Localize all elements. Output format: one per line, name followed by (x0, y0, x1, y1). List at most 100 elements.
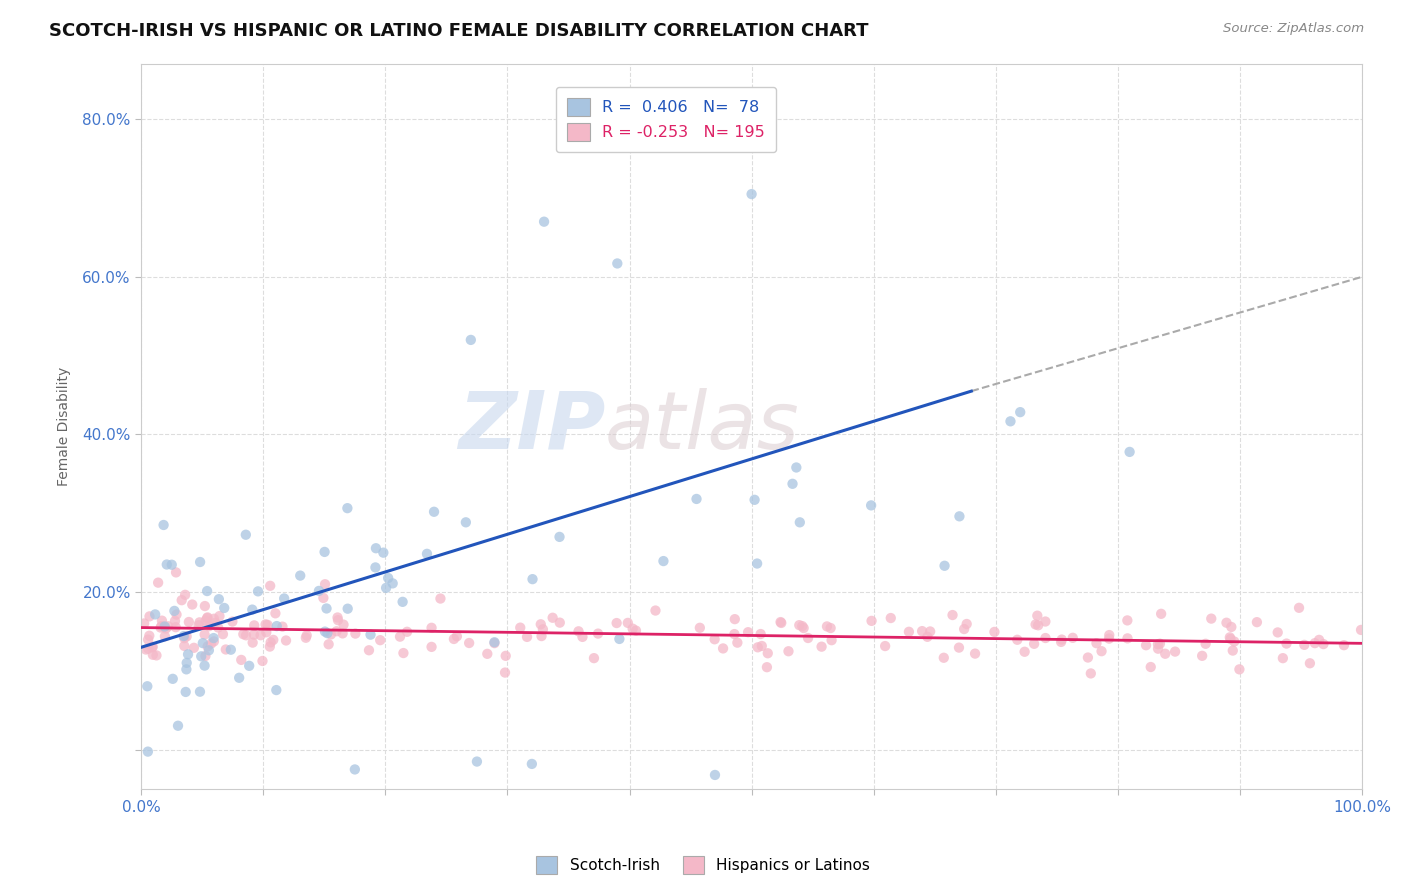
Point (360, 628, 382, 642)
Point (262, 632, 284, 647)
Point (254, 625, 277, 640)
Point (531, 622, 554, 636)
Point (173, 631, 195, 645)
Point (238, 658, 260, 673)
Point (170, 593, 193, 607)
Point (484, 635, 506, 649)
Point (191, 636, 214, 650)
Point (1219, 631, 1241, 645)
Point (188, 615, 211, 630)
Point (181, 598, 204, 612)
Point (1149, 637, 1171, 651)
Point (266, 683, 288, 698)
Point (1135, 638, 1157, 652)
Point (364, 560, 387, 574)
Point (606, 256, 628, 270)
Point (368, 633, 391, 648)
Point (198, 619, 221, 633)
Point (153, 619, 176, 633)
Point (1275, 636, 1298, 650)
Point (212, 601, 235, 615)
Point (155, 622, 177, 636)
Point (778, 644, 800, 658)
Point (1007, 632, 1029, 647)
Point (336, 501, 359, 516)
Point (274, 633, 297, 648)
Point (232, 627, 254, 641)
Point (820, 633, 842, 648)
Point (582, 651, 605, 665)
Point (202, 631, 225, 645)
Point (724, 612, 747, 626)
Point (215, 642, 238, 657)
Point (689, 621, 711, 635)
Point (319, 627, 342, 641)
Point (948, 509, 970, 524)
Point (373, 546, 395, 560)
Point (190, 649, 212, 664)
Point (326, 610, 349, 624)
Point (932, 650, 955, 665)
Point (704, 768, 727, 782)
Point (685, 491, 707, 506)
Point (785, 460, 807, 475)
Point (1299, 657, 1322, 671)
Text: atlas: atlas (605, 388, 800, 466)
Point (308, 583, 330, 598)
Point (273, 591, 295, 606)
Legend: R =  0.406   N=  78, R = -0.253   N= 195: R = 0.406 N= 78, R = -0.253 N= 195 (555, 87, 776, 153)
Point (315, 601, 337, 615)
Point (219, 642, 242, 657)
Point (176, 662, 198, 676)
Point (520, 756, 543, 771)
Point (1116, 614, 1139, 628)
Point (509, 621, 531, 635)
Point (150, 619, 173, 633)
Point (797, 631, 820, 645)
Point (792, 619, 814, 633)
Point (134, 616, 156, 631)
Point (176, 629, 198, 643)
Point (177, 648, 200, 662)
Point (567, 624, 589, 639)
Point (173, 639, 195, 653)
Point (1118, 445, 1140, 459)
Point (1219, 632, 1241, 646)
Point (165, 620, 187, 634)
Point (377, 571, 399, 585)
Point (1229, 662, 1251, 676)
Point (136, 632, 159, 647)
Point (1312, 637, 1334, 651)
Point (460, 333, 482, 347)
Point (176, 656, 198, 670)
Point (188, 555, 211, 569)
Text: SCOTCH-IRISH VS HISPANIC OR LATINO FEMALE DISABILITY CORRELATION CHART: SCOTCH-IRISH VS HISPANIC OR LATINO FEMAL… (49, 22, 869, 40)
Point (316, 626, 339, 640)
Point (530, 629, 553, 643)
Point (135, 642, 157, 657)
Point (548, 530, 571, 544)
Point (381, 576, 404, 591)
Point (897, 624, 920, 639)
Point (1098, 628, 1121, 642)
Point (166, 607, 188, 622)
Point (815, 619, 838, 633)
Point (266, 619, 288, 633)
Point (187, 618, 209, 632)
Point (522, 572, 544, 586)
Point (1223, 634, 1246, 648)
Point (983, 624, 1005, 639)
Point (1267, 625, 1289, 640)
Point (195, 584, 218, 599)
Point (136, 679, 159, 693)
Point (163, 614, 186, 628)
Point (1294, 638, 1316, 652)
Point (495, 648, 517, 663)
Point (420, 621, 443, 635)
Point (194, 658, 217, 673)
Point (314, 577, 336, 591)
Point (1050, 632, 1073, 647)
Point (194, 627, 217, 641)
Point (142, 640, 165, 654)
Point (723, 627, 745, 641)
